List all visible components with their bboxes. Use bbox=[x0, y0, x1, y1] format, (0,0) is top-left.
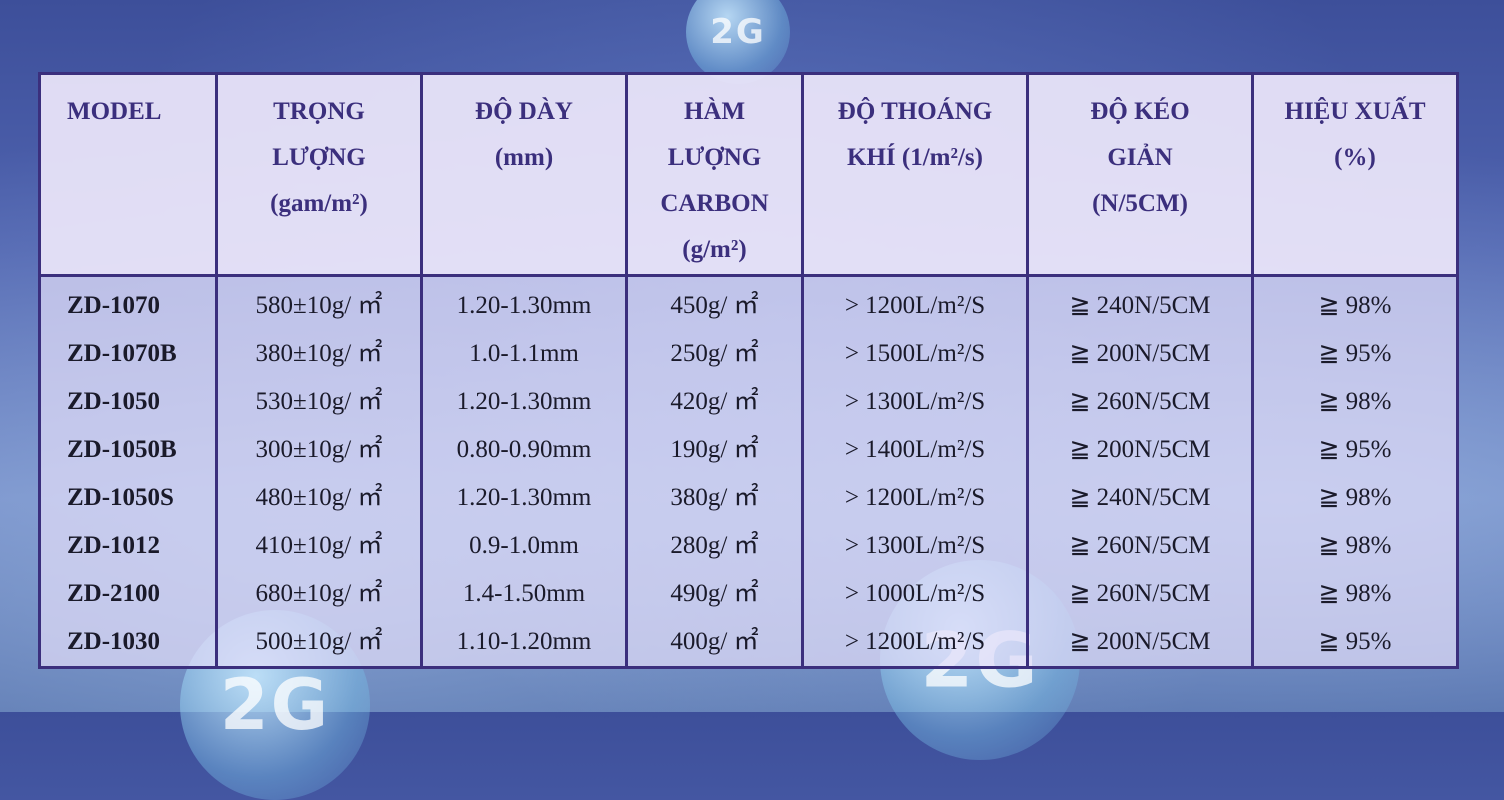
spec-cell: 380g/ ㎡ bbox=[626, 474, 804, 522]
spec-cell: 490g/ ㎡ bbox=[626, 570, 804, 618]
table-header-row: MODEL TRỌNG LƯỢNG (gam/m²) ĐỘ DÀY (mm) HÀM LƯỢN… bbox=[39, 73, 1458, 277]
column-header-line: CARBON bbox=[660, 190, 769, 217]
spec-cell: > 1300L/m²/S bbox=[802, 378, 1029, 426]
spec-cell: 0.9-1.0mm bbox=[421, 522, 628, 570]
spec-cell: ≧ 200N/5CM bbox=[1027, 426, 1254, 474]
table-row: ZD-1070 580±10g/ ㎡ 1.20-1.30mm 450g/ ㎡ > 120… bbox=[39, 275, 1458, 330]
spec-cell: ≧ 98% bbox=[1318, 388, 1392, 415]
model-cell: ZD-1030 bbox=[39, 618, 218, 668]
column-header: HIỆU XUẤT (%) bbox=[1252, 73, 1458, 277]
model-cell: ZD-1050S bbox=[39, 474, 218, 522]
spec-cell: > 1400L/m²/S bbox=[802, 426, 1029, 474]
column-header-line: KHÍ (1/m²/s) bbox=[847, 144, 983, 171]
table-row: ZD-1050 530±10g/ ㎡ 1.20-1.30mm 420g/ ㎡ > 130… bbox=[39, 378, 1458, 426]
table-row: ZD-2100 680±10g/ ㎡ 1.4-1.50mm 490g/ ㎡ > 1000… bbox=[39, 570, 1458, 618]
spec-cell: 0.80-0.90mm bbox=[421, 426, 628, 474]
column-header-line: GIẢN bbox=[1107, 144, 1173, 171]
column-header-line: TRỌNG bbox=[273, 98, 365, 125]
table-row: ZD-1030 500±10g/ ㎡ 1.10-1.20mm 400g/ ㎡ > 120… bbox=[39, 618, 1458, 668]
spec-cell: ≧ 98% bbox=[1318, 292, 1392, 319]
spec-cell: ≧ 98% bbox=[1318, 532, 1392, 559]
model-cell: ZD-1070B bbox=[39, 330, 218, 378]
column-header-line: ĐỘ DÀY bbox=[475, 98, 573, 125]
spec-cell: 1.10-1.20mm bbox=[421, 618, 628, 668]
spec-cell: ≧ 240N/5CM bbox=[1027, 275, 1254, 330]
column-header-line: (gam/m²) bbox=[270, 190, 368, 217]
spec-cell: > 1300L/m²/S bbox=[802, 522, 1029, 570]
model-cell: ZD-2100 bbox=[39, 570, 218, 618]
watermark-text: 2G bbox=[219, 664, 331, 746]
spec-cell: ≧ 260N/5CM bbox=[1027, 378, 1254, 426]
column-header-line: MODEL bbox=[67, 98, 162, 125]
spec-cell: 190g/ ㎡ bbox=[626, 426, 804, 474]
spec-cell: 300±10g/ ㎡ bbox=[216, 426, 423, 474]
spec-cell: ≧ 95% bbox=[1318, 340, 1392, 367]
column-header-line: LƯỢNG bbox=[667, 144, 762, 171]
watermark-text: 2G bbox=[710, 12, 766, 52]
spec-cell: 1.20-1.30mm bbox=[421, 474, 628, 522]
column-header-line: (g/m²) bbox=[682, 236, 747, 263]
column-header-line: (mm) bbox=[494, 144, 554, 171]
table-row: ZD-1050B 300±10g/ ㎡ 0.80-0.90mm 190g/ ㎡ > 14… bbox=[39, 426, 1458, 474]
column-header: TRỌNG LƯỢNG (gam/m²) bbox=[216, 73, 423, 277]
table-row: ZD-1012 410±10g/ ㎡ 0.9-1.0mm 280g/ ㎡ > 1300L… bbox=[39, 522, 1458, 570]
spec-cell: ≧ 260N/5CM bbox=[1027, 570, 1254, 618]
spec-cell: 530±10g/ ㎡ bbox=[216, 378, 423, 426]
column-header: ĐỘ KÉO GIẢN (N/5CM) bbox=[1027, 73, 1254, 277]
spec-cell: 500±10g/ ㎡ bbox=[216, 618, 423, 668]
spec-cell: ≧ 200N/5CM bbox=[1027, 330, 1254, 378]
spec-cell: 680±10g/ ㎡ bbox=[216, 570, 423, 618]
column-header: MODEL bbox=[39, 73, 218, 277]
spec-cell: ≧ 260N/5CM bbox=[1027, 522, 1254, 570]
spec-cell: 1.20-1.30mm bbox=[421, 378, 628, 426]
spec-cell: > 1200L/m²/S bbox=[802, 275, 1029, 330]
model-cell: ZD-1050B bbox=[39, 426, 218, 474]
spec-cell: ≧ 200N/5CM bbox=[1027, 618, 1254, 668]
column-header: ĐỘ THOÁNG KHÍ (1/m²/s) bbox=[802, 73, 1029, 277]
model-cell: ZD-1012 bbox=[39, 522, 218, 570]
column-header-line: HÀM bbox=[683, 98, 746, 125]
table-body: ZD-1070 580±10g/ ㎡ 1.20-1.30mm 450g/ ㎡ > 120… bbox=[39, 275, 1458, 668]
spec-cell: 410±10g/ ㎡ bbox=[216, 522, 423, 570]
spec-cell: ≧ 98% bbox=[1318, 580, 1392, 607]
column-header: HÀM LƯỢNG CARBON (g/m²) bbox=[626, 73, 804, 277]
spec-table-container: MODEL TRỌNG LƯỢNG (gam/m²) ĐỘ DÀY (mm) HÀM LƯỢN… bbox=[38, 72, 1459, 669]
spec-cell: > 1200L/m²/S bbox=[802, 474, 1029, 522]
spec-cell: 1.20-1.30mm bbox=[421, 275, 628, 330]
column-header-line: LƯỢNG bbox=[272, 144, 366, 171]
spec-cell: > 1200L/m²/S bbox=[802, 618, 1029, 668]
table-row: ZD-1070B 380±10g/ ㎡ 1.0-1.1mm 250g/ ㎡ > 1500… bbox=[39, 330, 1458, 378]
table-row: ZD-1050S 480±10g/ ㎡ 1.20-1.30mm 380g/ ㎡ > 12… bbox=[39, 474, 1458, 522]
spec-cell: > 1500L/m²/S bbox=[802, 330, 1029, 378]
spec-cell: 400g/ ㎡ bbox=[626, 618, 804, 668]
spec-cell: ≧ 95% bbox=[1318, 436, 1392, 463]
column-header-line: ĐỘ THOÁNG bbox=[837, 98, 993, 125]
spec-cell: 420g/ ㎡ bbox=[626, 378, 804, 426]
spec-cell: 1.0-1.1mm bbox=[421, 330, 628, 378]
spec-cell: 380±10g/ ㎡ bbox=[216, 330, 423, 378]
spec-cell: 1.4-1.50mm bbox=[421, 570, 628, 618]
column-header-line: (N/5CM) bbox=[1092, 190, 1188, 217]
spec-cell: 250g/ ㎡ bbox=[626, 330, 804, 378]
watermark-bubble-top: 2G bbox=[686, 0, 790, 84]
spec-cell: 280g/ ㎡ bbox=[626, 522, 804, 570]
spec-cell: 480±10g/ ㎡ bbox=[216, 474, 423, 522]
column-header-line: ĐỘ KÉO bbox=[1090, 98, 1190, 125]
spec-cell: > 1000L/m²/S bbox=[802, 570, 1029, 618]
spec-cell: ≧ 98% bbox=[1318, 484, 1392, 511]
model-cell: ZD-1050 bbox=[39, 378, 218, 426]
spec-cell: ≧ 240N/5CM bbox=[1027, 474, 1254, 522]
column-header: ĐỘ DÀY (mm) bbox=[421, 73, 628, 277]
spec-cell: 450g/ ㎡ bbox=[626, 275, 804, 330]
column-header-line: (%) bbox=[1334, 144, 1376, 171]
spec-cell: ≧ 95% bbox=[1318, 628, 1392, 655]
spec-cell: 580±10g/ ㎡ bbox=[216, 275, 423, 330]
column-header-line: HIỆU XUẤT bbox=[1284, 98, 1426, 125]
spec-table: MODEL TRỌNG LƯỢNG (gam/m²) ĐỘ DÀY (mm) HÀM LƯỢN… bbox=[38, 72, 1459, 669]
model-cell: ZD-1070 bbox=[39, 275, 218, 330]
